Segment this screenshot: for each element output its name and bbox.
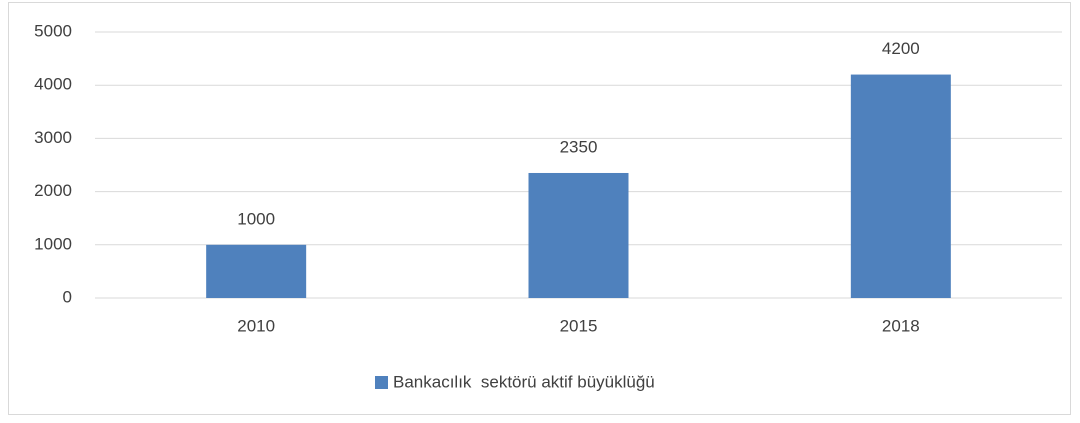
legend-label: Bankacılık sektörü aktif büyüklüğü bbox=[393, 372, 655, 391]
data-label: 1000 bbox=[237, 209, 275, 228]
x-tick-label: 2018 bbox=[882, 316, 920, 335]
y-tick-label: 1000 bbox=[34, 234, 72, 253]
bar bbox=[528, 172, 629, 298]
legend-swatch bbox=[375, 376, 388, 389]
y-tick-label: 0 bbox=[63, 287, 72, 306]
bar bbox=[850, 74, 951, 298]
y-tick-label: 5000 bbox=[34, 21, 72, 40]
bar bbox=[206, 244, 307, 298]
x-tick-label: 2015 bbox=[560, 316, 598, 335]
y-tick-label: 4000 bbox=[34, 75, 72, 94]
y-tick-label: 3000 bbox=[34, 128, 72, 147]
y-tick-label: 2000 bbox=[34, 181, 72, 200]
data-label: 4200 bbox=[882, 39, 920, 58]
data-label: 2350 bbox=[560, 137, 598, 156]
x-tick-label: 2010 bbox=[237, 316, 275, 335]
